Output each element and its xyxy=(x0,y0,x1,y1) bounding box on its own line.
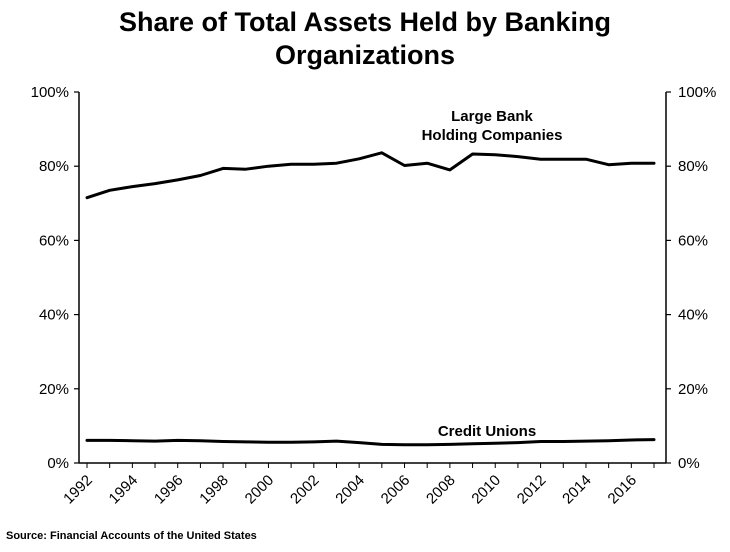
y-tick-label-left: 20% xyxy=(39,381,69,398)
y-tick-label-right: 80% xyxy=(678,158,708,175)
y-tick-label-right: 0% xyxy=(678,455,700,472)
y-tick-label-left: 100% xyxy=(31,84,69,101)
series-label-large-bank: Large Bank xyxy=(451,108,533,125)
series-label-large-bank: Holding Companies xyxy=(422,127,563,144)
series-line-large-bank-holding-companies xyxy=(85,151,656,200)
y-tick-label-left: 40% xyxy=(39,307,69,324)
y-tick-label-right: 40% xyxy=(678,307,708,324)
x-tick-label: 1994 xyxy=(106,472,142,508)
x-tick-label: 2006 xyxy=(378,472,414,508)
x-tick-label: 1996 xyxy=(151,472,187,508)
series-lines xyxy=(85,151,656,447)
x-tick-label: 2002 xyxy=(287,472,323,508)
x-tick-label: 1992 xyxy=(60,472,96,508)
x-tick-label: 2004 xyxy=(332,472,368,508)
x-tick-label: 2010 xyxy=(468,472,504,508)
x-tick-label: 2008 xyxy=(423,472,459,508)
chart-title: Share of Total Assets Held by Banking Or… xyxy=(0,6,730,72)
series-labels: Large Bank Holding Companies Credit Unions xyxy=(422,108,563,440)
y-tick-label-left: 0% xyxy=(47,455,69,472)
chart-title-line-1: Share of Total Assets Held by Banking xyxy=(118,7,612,37)
x-tick-label: 1998 xyxy=(196,472,232,508)
source-note: Source: Financial Accounts of the United… xyxy=(6,530,257,542)
y-tick-label-right: 60% xyxy=(678,232,708,249)
x-tick-label: 2014 xyxy=(559,472,595,508)
series-label-credit-unions: Credit Unions xyxy=(438,423,536,440)
x-tick-label: 2012 xyxy=(514,472,550,508)
series-line-credit-unions xyxy=(85,438,656,447)
x-tick-label: 2016 xyxy=(605,472,641,508)
chart-title-line-2: Organizations xyxy=(274,40,456,70)
x-tick-label: 2000 xyxy=(242,472,278,508)
y-tick-label-left: 80% xyxy=(39,158,69,175)
y-tick-label-left: 60% xyxy=(39,232,69,249)
y-tick-label-right: 20% xyxy=(678,381,708,398)
y-tick-label-right: 100% xyxy=(678,84,716,101)
